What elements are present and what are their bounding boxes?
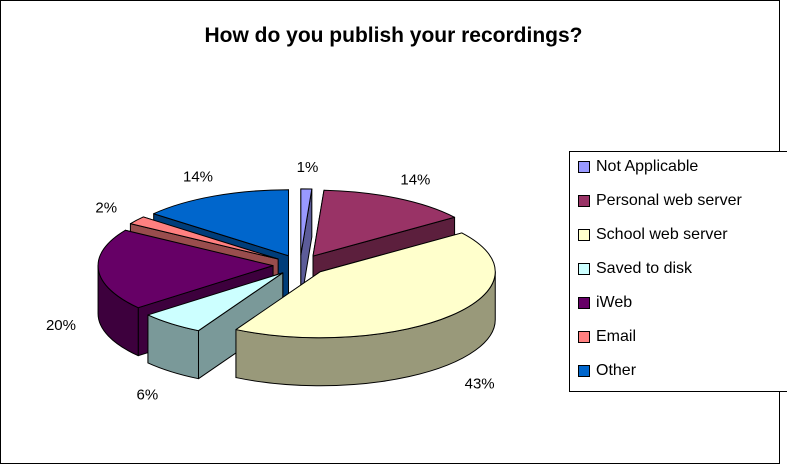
legend-label: Email [596,328,637,345]
legend-item-not-applicable: Not Applicable [578,156,698,178]
slice-label-other: 14% [183,169,213,186]
slice-label-iweb: 20% [46,317,76,334]
legend-item-personal-web-server: Personal web server [578,190,742,212]
chart-title: How do you publish your recordings? [204,24,583,47]
legend-swatch [578,297,590,309]
legend-swatch [578,331,590,343]
legend-item-saved-to-disk: Saved to disk [578,258,692,280]
slice-label-email: 2% [95,200,117,217]
pie-slice-personal-web-server [312,189,456,257]
legend-label: Personal web server [596,192,742,209]
legend-swatch [578,161,590,173]
pie-slice-not-applicable [300,188,313,256]
slice-label-personal-web-server: 14% [400,171,430,188]
pie-slice-email [129,216,279,260]
pie-slice-saved-to-disk [147,272,284,332]
legend-swatch [578,195,590,207]
slice-label-not-applicable: 1% [297,159,319,176]
legend-label: Not Applicable [596,158,699,175]
legend-item-school-web-server: School web server [578,224,728,246]
legend-label: Other [596,362,637,379]
legend-item-other: Other [578,360,636,382]
legend-label: Saved to disk [596,260,693,277]
legend: Not Applicable Personal web server School … [569,151,787,392]
pie-slice-iweb [97,229,274,309]
pie-slice-school-web-server [235,232,496,339]
slice-label-school-web-server: 43% [465,376,495,393]
legend-item-email: Email [578,326,636,348]
legend-swatch [578,365,590,377]
legend-swatch [578,229,590,241]
pie-slice-other [153,189,290,257]
legend-label: iWeb [596,294,633,311]
slice-label-saved-to-disk: 6% [136,386,158,403]
legend-label: School web server [596,226,728,243]
legend-swatch [578,263,590,275]
legend-item-iweb: iWeb [578,292,632,314]
